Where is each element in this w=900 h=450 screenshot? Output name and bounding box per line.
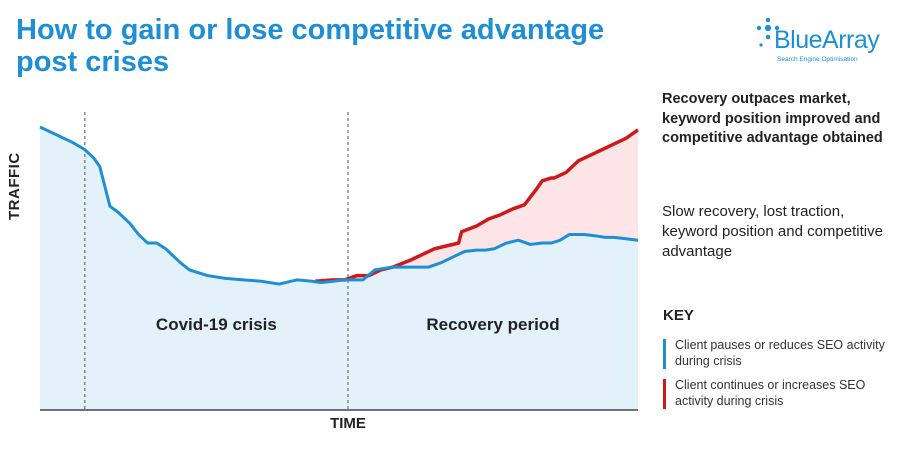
key-label-red: Client continues or increases SEO activi… — [675, 378, 866, 408]
key-item-blue: Client pauses or reduces SEO activity du… — [663, 336, 893, 370]
logo-tagline: Search Engine Optimisation — [777, 56, 858, 63]
chart-title: How to gain or lose competitive advantag… — [16, 14, 605, 78]
blue-series-area — [40, 127, 638, 410]
key-swatch-blue — [663, 339, 666, 369]
red-series-area — [315, 129, 638, 282]
region-label-recovery: Recovery period — [426, 315, 559, 334]
key-swatch-red — [663, 379, 666, 409]
key-label-blue: Client pauses or reduces SEO activity du… — [675, 338, 885, 368]
red-series-line — [314, 128, 640, 283]
bluearray-logo: BlueArray Search Engine Optimisation — [752, 16, 892, 68]
gain-description: Recovery outpaces market, keyword positi… — [662, 91, 883, 146]
region-label-crisis: Covid-19 crisis — [156, 315, 277, 334]
blue-series-line — [39, 125, 639, 286]
key-title: KEY — [663, 307, 694, 324]
lose-description: Slow recovery, lost traction, keyword po… — [662, 203, 883, 260]
logo-dots-icon — [756, 17, 780, 47]
y-axis-label: TRAFFIC — [6, 152, 23, 220]
logo-name: BlueArray — [774, 26, 880, 54]
key-item-red: Client continues or increases SEO activi… — [663, 376, 893, 410]
x-axis-label: TIME — [330, 415, 366, 432]
